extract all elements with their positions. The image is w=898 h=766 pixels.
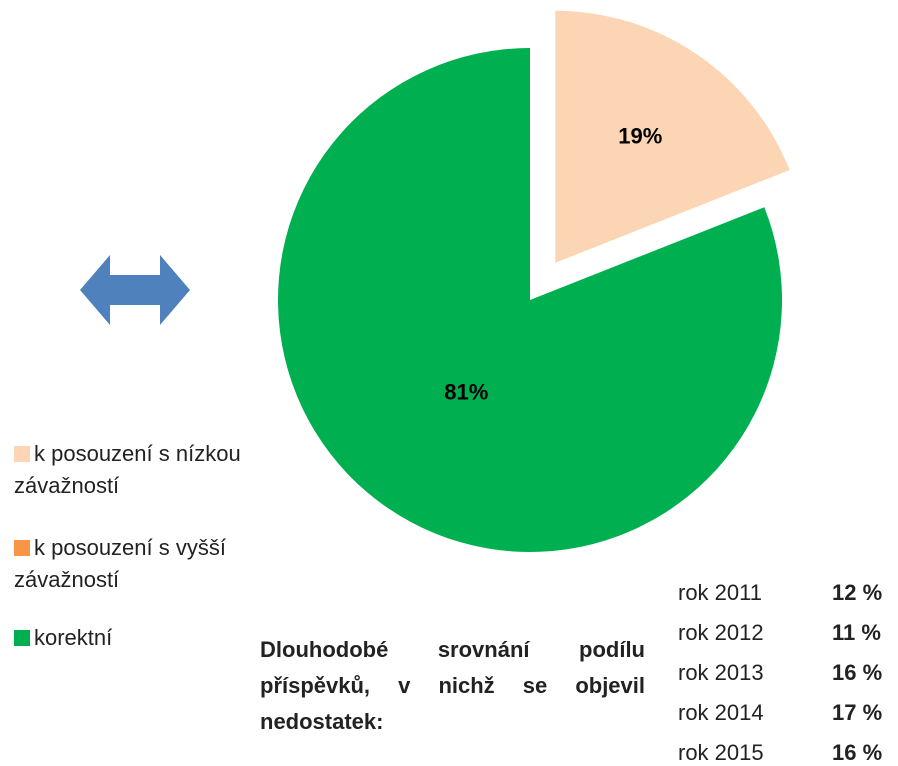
year: rok 2012 <box>678 620 764 645</box>
legend-label: k posouzení s nízkou závažností <box>14 441 241 498</box>
pie-slice <box>555 10 790 263</box>
share: 16 % <box>832 660 883 685</box>
comparison-title: Dlouhodobé srovnání podílu příspěvků, v … <box>260 637 645 734</box>
legend-label: k posouzení s vyšší závažností <box>14 535 226 592</box>
legend-item: korektní <box>14 622 304 654</box>
legend-item: k posouzení s nízkou závažností <box>14 438 304 502</box>
year: rok 2013 <box>678 660 764 685</box>
share: 11 % <box>832 620 881 645</box>
legend-swatch <box>14 540 30 556</box>
legend-item: k posouzení s vyšší závažností <box>14 532 304 596</box>
data-label: 81% <box>444 380 488 405</box>
comparison-row: rok 2014 17 % <box>678 700 882 726</box>
data-label: 19% <box>618 124 662 149</box>
pie-slice <box>277 48 782 552</box>
double-arrow <box>80 255 190 325</box>
year: rok 2014 <box>678 700 764 725</box>
comparison-row: rok 2011 12 % <box>678 580 882 606</box>
comparison-row: rok 2013 16 % <box>678 660 882 686</box>
comparison-row: rok 2012 11 % <box>678 620 881 646</box>
share: 16 % <box>832 740 883 765</box>
share: 17 % <box>832 700 883 725</box>
comparison-row: rok 2015 16 % <box>678 740 882 766</box>
year: rok 2015 <box>678 740 764 765</box>
share: 12 % <box>832 580 883 605</box>
year: rok 2011 <box>678 580 762 605</box>
legend-swatch <box>14 446 30 462</box>
legend-label: korektní <box>34 625 113 650</box>
legend-swatch <box>14 630 30 646</box>
